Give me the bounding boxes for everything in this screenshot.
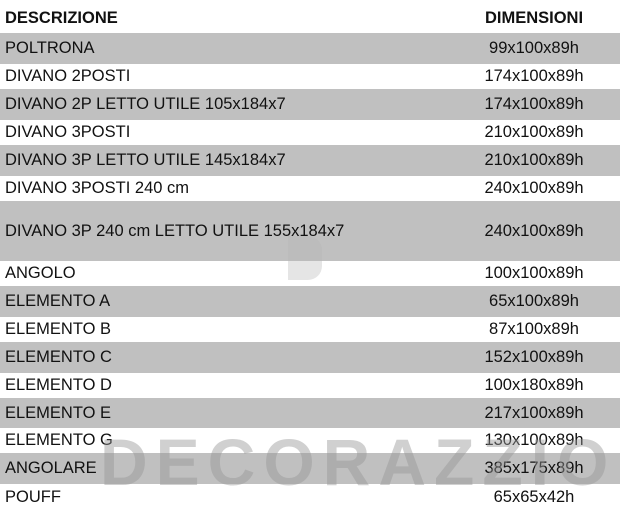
row-dimensions: 385x175x89h — [484, 459, 584, 477]
row-description: POLTRONA — [5, 39, 95, 57]
table-row: ELEMENTO C 152x100x89h — [0, 342, 620, 373]
table-row: ANGOLARE 385x175x89h — [0, 453, 620, 484]
row-dimensions: 152x100x89h — [484, 348, 584, 366]
row-description: DIVANO 3POSTI 240 cm — [5, 179, 189, 197]
row-description: DIVANO 3POSTI — [5, 123, 131, 141]
table-header: DESCRIZIONE DIMENSIONI — [0, 4, 620, 33]
table-row: ELEMENTO E 217x100x89h — [0, 398, 620, 428]
row-description: ELEMENTO D — [5, 376, 112, 394]
table-row: DIVANO 2POSTI 174x100x89h — [0, 64, 620, 89]
row-description: DIVANO 3P 240 cm LETTO UTILE 155x184x7 — [5, 221, 345, 240]
table-row: ANGOLO 100x100x89h — [0, 261, 620, 286]
row-description: ELEMENTO G — [5, 431, 113, 449]
row-dimensions: 87x100x89h — [489, 320, 579, 338]
row-dimensions: 65x65x42h — [493, 487, 575, 506]
row-description: DIVANO 2POSTI — [5, 67, 131, 85]
row-dimensions: 174x100x89h — [484, 67, 584, 85]
row-description: ANGOLO — [5, 264, 76, 282]
table-row: ELEMENTO D 100x180x89h — [0, 373, 620, 398]
row-dimensions: 210x100x89h — [484, 123, 584, 141]
row-dimensions: 65x100x89h — [489, 292, 579, 310]
table-row: ELEMENTO A 65x100x89h — [0, 286, 620, 317]
row-dimensions: 174x100x89h — [484, 95, 584, 113]
row-description: ELEMENTO C — [5, 348, 112, 366]
table-row: POLTRONA 99x100x89h — [0, 33, 620, 64]
header-dimensions: DIMENSIONI — [484, 9, 584, 27]
row-description: POUFF — [5, 487, 61, 506]
row-dimensions: 99x100x89h — [489, 39, 579, 57]
table-row: DIVANO 3POSTI 240 cm 240x100x89h — [0, 176, 620, 201]
row-dimensions: 130x100x89h — [484, 431, 584, 449]
row-description: ELEMENTO E — [5, 403, 112, 422]
row-dimensions: 100x100x89h — [484, 264, 584, 282]
row-description: DIVANO 2P LETTO UTILE 105x184x7 — [5, 95, 286, 113]
row-description: ANGOLARE — [5, 459, 97, 477]
row-description: ELEMENTO B — [5, 320, 112, 338]
row-dimensions: 210x100x89h — [484, 151, 584, 169]
row-description: DIVANO 3P LETTO UTILE 145x184x7 — [5, 151, 286, 169]
table-row: ELEMENTO B 87x100x89h — [0, 317, 620, 342]
table-row: DIVANO 3P 240 cm LETTO UTILE 155x184x7 24… — [0, 201, 620, 261]
row-dimensions: 240x100x89h — [484, 179, 584, 197]
row-description: ELEMENTO A — [5, 292, 111, 310]
table-row: DIVANO 3P LETTO UTILE 145x184x7 210x100x8… — [0, 145, 620, 176]
table-row: ELEMENTO G 130x100x89h — [0, 428, 620, 453]
row-dimensions: 240x100x89h — [484, 221, 584, 240]
table-row: POUFF 65x65x42h — [0, 484, 620, 510]
header-description: DESCRIZIONE — [5, 9, 118, 27]
row-dimensions: 217x100x89h — [484, 403, 584, 422]
table-row: DIVANO 2P LETTO UTILE 105x184x7 174x100x8… — [0, 89, 620, 120]
table-row: DIVANO 3POSTI 210x100x89h — [0, 120, 620, 145]
row-dimensions: 100x180x89h — [484, 376, 584, 394]
